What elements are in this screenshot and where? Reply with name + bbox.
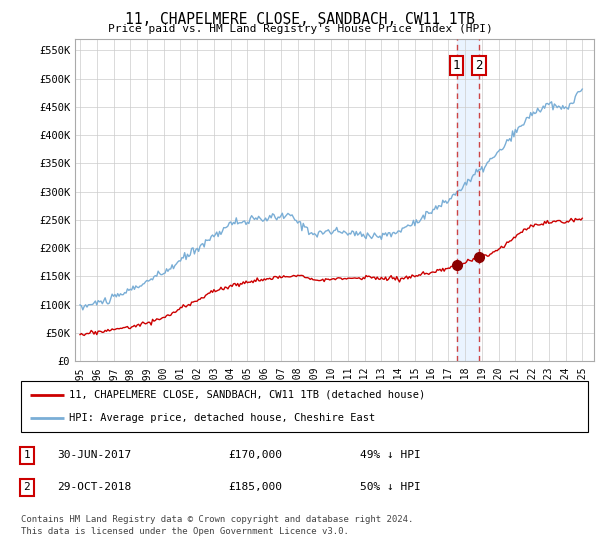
Text: 1: 1 [453,59,460,72]
Text: 49% ↓ HPI: 49% ↓ HPI [360,450,421,460]
Text: Contains HM Land Registry data © Crown copyright and database right 2024.
This d: Contains HM Land Registry data © Crown c… [21,515,413,536]
Text: 2: 2 [475,59,483,72]
Text: 50% ↓ HPI: 50% ↓ HPI [360,482,421,492]
Text: £170,000: £170,000 [228,450,282,460]
Text: 30-JUN-2017: 30-JUN-2017 [57,450,131,460]
Text: Price paid vs. HM Land Registry's House Price Index (HPI): Price paid vs. HM Land Registry's House … [107,24,493,34]
Text: £185,000: £185,000 [228,482,282,492]
Text: 11, CHAPELMERE CLOSE, SANDBACH, CW11 1TB (detached house): 11, CHAPELMERE CLOSE, SANDBACH, CW11 1TB… [69,390,425,400]
Text: 1: 1 [23,450,31,460]
Text: 11, CHAPELMERE CLOSE, SANDBACH, CW11 1TB: 11, CHAPELMERE CLOSE, SANDBACH, CW11 1TB [125,12,475,27]
Text: HPI: Average price, detached house, Cheshire East: HPI: Average price, detached house, Ches… [69,413,376,423]
Text: 29-OCT-2018: 29-OCT-2018 [57,482,131,492]
Bar [457,39,479,361]
FancyBboxPatch shape [21,381,588,432]
Text: 2: 2 [23,482,31,492]
